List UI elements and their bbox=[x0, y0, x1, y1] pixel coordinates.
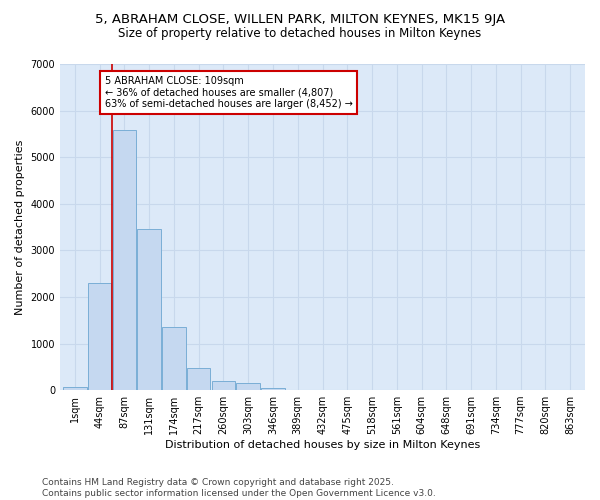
Bar bbox=[137, 230, 161, 390]
Bar bbox=[236, 383, 260, 390]
Bar bbox=[88, 283, 112, 390]
Bar bbox=[63, 386, 86, 390]
Bar bbox=[261, 388, 285, 390]
Bar bbox=[162, 327, 186, 390]
Bar bbox=[212, 381, 235, 390]
Text: 5 ABRAHAM CLOSE: 109sqm
← 36% of detached houses are smaller (4,807)
63% of semi: 5 ABRAHAM CLOSE: 109sqm ← 36% of detache… bbox=[104, 76, 352, 109]
Text: Contains HM Land Registry data © Crown copyright and database right 2025.
Contai: Contains HM Land Registry data © Crown c… bbox=[42, 478, 436, 498]
Bar bbox=[113, 130, 136, 390]
Text: Size of property relative to detached houses in Milton Keynes: Size of property relative to detached ho… bbox=[118, 28, 482, 40]
Bar bbox=[187, 368, 211, 390]
Text: 5, ABRAHAM CLOSE, WILLEN PARK, MILTON KEYNES, MK15 9JA: 5, ABRAHAM CLOSE, WILLEN PARK, MILTON KE… bbox=[95, 12, 505, 26]
X-axis label: Distribution of detached houses by size in Milton Keynes: Distribution of detached houses by size … bbox=[165, 440, 480, 450]
Y-axis label: Number of detached properties: Number of detached properties bbox=[15, 140, 25, 314]
